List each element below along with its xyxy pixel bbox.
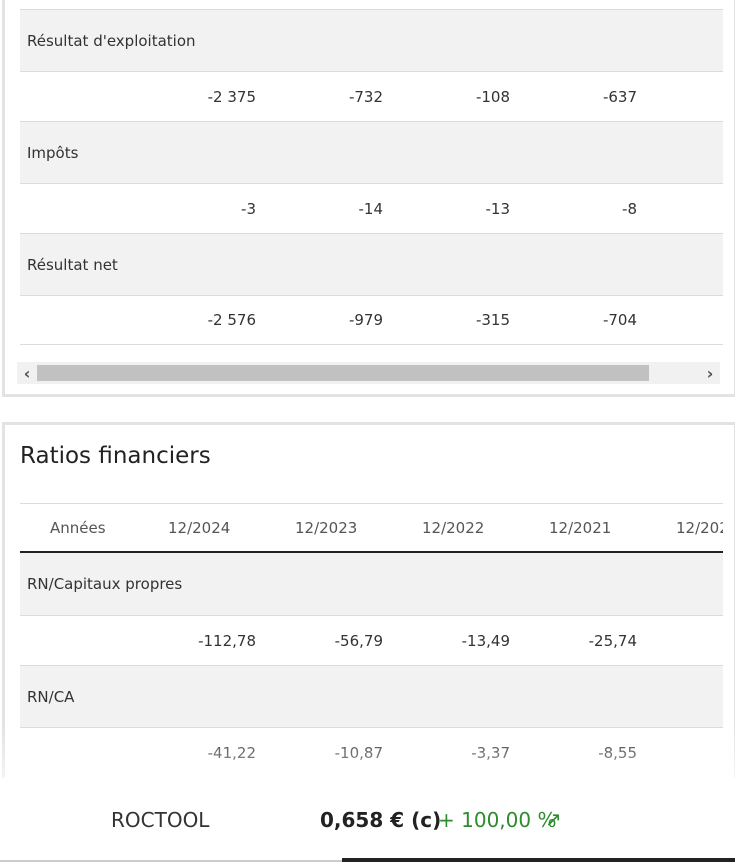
horizontal-scrollbar[interactable]: ‹ ›: [17, 362, 720, 384]
row-label: Impôts: [27, 143, 79, 162]
table-cell: [637, 184, 723, 233]
table-cell: -: [637, 72, 723, 121]
table-cell: -704: [602, 311, 637, 329]
income-statement-card: Résultat d'exploitation -2 375 -732 -108…: [2, 0, 735, 397]
row-label: Résultat d'exploitation: [27, 31, 196, 50]
table-cell: -25,74: [588, 631, 637, 650]
table-cell: -315: [475, 311, 510, 329]
stock-ticker-bar[interactable]: ROCTOOL 0,658 € (c) + 100,00 % ↗: [0, 778, 735, 862]
ratios-table: RN/Capitaux propres -112,78 -56,79 -13,4…: [20, 553, 723, 777]
row-label: RN/CA: [27, 687, 75, 706]
table-cell: -112,78: [198, 631, 256, 650]
table-cell: -8,55: [598, 743, 637, 762]
income-statement-table: Résultat d'exploitation -2 375 -732 -108…: [20, 9, 723, 345]
scrollbar-thumb[interactable]: [37, 365, 649, 381]
table-cell: -732: [348, 87, 383, 106]
table-cell: -3,37: [471, 743, 510, 762]
table-cell: -979: [348, 311, 383, 329]
table-row-label: RN/CA: [20, 665, 723, 727]
row-label: Résultat net: [27, 255, 118, 274]
table-cell: -10,87: [334, 743, 383, 762]
stock-price: 0,658 € (c): [320, 808, 442, 832]
table-cell: -: [637, 728, 723, 777]
table-cell: -14: [358, 199, 384, 218]
table-row: -41,22 -10,87 -3,37 -8,55 -: [20, 727, 723, 777]
table-cell: -: [637, 616, 723, 665]
table-cell: -637: [602, 87, 637, 106]
column-header-years: Années: [50, 518, 106, 537]
table-cell: -8: [622, 199, 637, 218]
table-cell: -2 375: [207, 87, 256, 106]
table-cell: -2 576: [207, 311, 256, 329]
table-row-label: Résultat d'exploitation: [20, 9, 723, 71]
ticker-divider-active: [342, 858, 735, 862]
table-row: -2 576 -979 -315 -704 -: [20, 295, 723, 345]
table-cell: -: [637, 296, 723, 344]
row-label: RN/Capitaux propres: [27, 575, 183, 593]
chevron-left-icon[interactable]: ‹: [23, 363, 31, 383]
column-header: 12/2023: [295, 518, 358, 537]
table-row-label: RN/Capitaux propres: [20, 553, 723, 615]
chevron-right-icon[interactable]: ›: [706, 363, 714, 383]
table-cell: -108: [475, 87, 510, 106]
column-header: 12/2024: [168, 518, 231, 537]
stock-name[interactable]: ROCTOOL: [111, 808, 210, 832]
column-header: 12/2021: [549, 518, 612, 537]
table-row-label: Impôts: [20, 121, 723, 183]
table-cell: -56,79: [334, 631, 383, 650]
stock-change: + 100,00 %: [438, 808, 557, 832]
table-row: -112,78 -56,79 -13,49 -25,74 -: [20, 615, 723, 665]
table-cell: -13: [485, 199, 511, 218]
column-header: 12/202: [676, 518, 723, 537]
trend-up-arrow-icon: ↗: [545, 807, 562, 831]
table-header: Années 12/2024 12/2023 12/2022 12/2021 1…: [20, 503, 723, 553]
table-row: -3 -14 -13 -8: [20, 183, 723, 233]
table-row-label: Résultat net: [20, 233, 723, 295]
table-cell: -41,22: [207, 743, 256, 762]
section-title: Ratios financiers: [20, 443, 211, 469]
financial-ratios-card: Ratios financiers Années 12/2024 12/2023…: [2, 422, 735, 782]
table-cell: -13,49: [461, 631, 510, 650]
column-header: 12/2022: [422, 518, 485, 537]
table-row: -2 375 -732 -108 -637 -: [20, 71, 723, 121]
table-cell: -3: [241, 199, 256, 218]
ticker-divider: [0, 860, 342, 862]
